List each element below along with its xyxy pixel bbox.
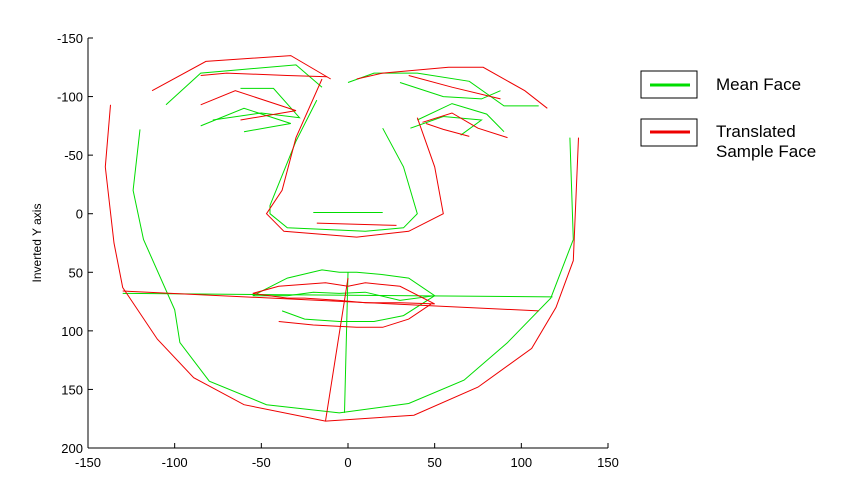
x-tick-label: 0 [344, 455, 351, 470]
mean-face-line-7 [410, 115, 483, 136]
sample-face-line-2 [200, 72, 328, 78]
y-axis-label: Inverted Y axis [30, 204, 44, 283]
y-tick-label: 150 [61, 382, 83, 397]
sample-face-line-0 [104, 104, 579, 422]
mean-face-line-5 [399, 82, 501, 100]
sample-face-line-13 [122, 290, 539, 312]
sample-face-line-3 [200, 90, 297, 121]
mean-face-line-10 [252, 269, 437, 301]
sample-face-line-11 [278, 303, 432, 328]
mean-face-line-4 [347, 72, 539, 107]
y-tick-label: 50 [69, 265, 83, 280]
y-tick-label: -50 [64, 148, 83, 163]
sample-face-line-1 [151, 55, 331, 92]
sample-face-line-8 [265, 78, 444, 238]
mean-face-line-11 [281, 295, 435, 322]
sample-face-line-7 [425, 123, 470, 137]
x-tick-label: 100 [510, 455, 532, 470]
x-tick-label: -150 [75, 455, 101, 470]
sample-face-line-6 [422, 112, 508, 139]
axes [87, 38, 608, 449]
mean-face-line-6 [417, 103, 505, 133]
mean-face-line-0 [132, 129, 574, 414]
y-tick-label: 100 [61, 324, 83, 339]
mean-face-line-12 [344, 272, 349, 413]
sample-face-line-10 [252, 282, 435, 305]
x-tick-label: 150 [597, 455, 619, 470]
sample-face-line-4 [356, 66, 548, 109]
ticks: -150 -100 -50 0 50 100 150 -150 -100 -50 0 50 100 150… [57, 31, 619, 470]
sample-face-line-5 [408, 75, 501, 100]
y-tick-label: -100 [57, 90, 83, 105]
legend: Mean Face Translated Sample Face [640, 70, 816, 161]
legend-label-sample-face: Translated Sample Face [716, 122, 816, 161]
mean-face-line-3 [200, 107, 291, 133]
y-tick-label: 200 [61, 441, 83, 456]
y-tick-label: 0 [76, 207, 83, 222]
sample-face-line-9 [316, 222, 397, 226]
series-lines [104, 55, 579, 422]
x-tick-label: 50 [427, 455, 441, 470]
mean-face-line-8 [269, 99, 418, 232]
y-tick-label: -150 [57, 31, 83, 46]
legend-label-mean-face: Mean Face [716, 75, 801, 94]
mean-face-line-2 [212, 87, 301, 121]
x-tick-label: -50 [252, 455, 271, 470]
x-tick-label: -100 [162, 455, 188, 470]
